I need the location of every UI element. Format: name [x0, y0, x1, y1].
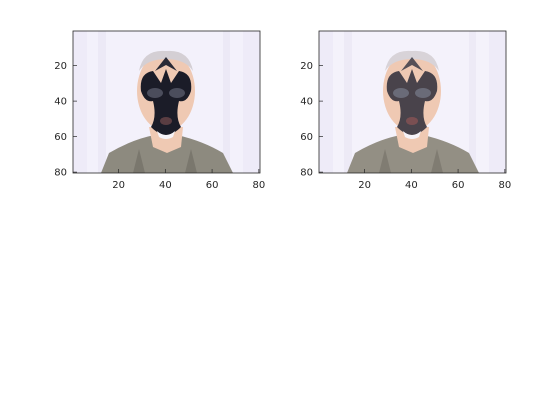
- left-y-tick-label: 40: [54, 97, 67, 108]
- right-axes: 20 40 60 80 20 40 60 80: [300, 30, 511, 191]
- left-x-tick-label: 40: [159, 180, 172, 191]
- right-y-tick-label: 60: [300, 132, 313, 143]
- right-x-tick-label: 20: [358, 180, 371, 191]
- left-x-tick-label: 60: [206, 180, 219, 191]
- right-y-tick-label: 80: [300, 168, 313, 179]
- right-ticks: 20 40 60 80 20 40 60 80: [300, 61, 511, 191]
- left-axes-frame: [72, 30, 261, 174]
- right-x-tick-label: 80: [498, 180, 511, 191]
- right-x-tick-label: 40: [405, 180, 418, 191]
- right-x-tick-label: 60: [452, 180, 465, 191]
- left-y-tick-label: 80: [54, 168, 67, 179]
- left-x-tick-label: 20: [112, 180, 125, 191]
- right-y-tick-label: 20: [300, 61, 313, 72]
- left-ticks: 20 40 60 80 20 40 60 80: [54, 61, 265, 191]
- left-image: [73, 31, 260, 173]
- left-y-tick-label: 60: [54, 132, 67, 143]
- right-y-tick-label: 40: [300, 97, 313, 108]
- right-image: [319, 31, 506, 173]
- left-x-tick-label: 80: [252, 180, 265, 191]
- right-axes-frame: [318, 30, 507, 174]
- left-y-tick-label: 20: [54, 61, 67, 72]
- left-axes: 20 40 60 80 20 40 60 80: [54, 30, 265, 191]
